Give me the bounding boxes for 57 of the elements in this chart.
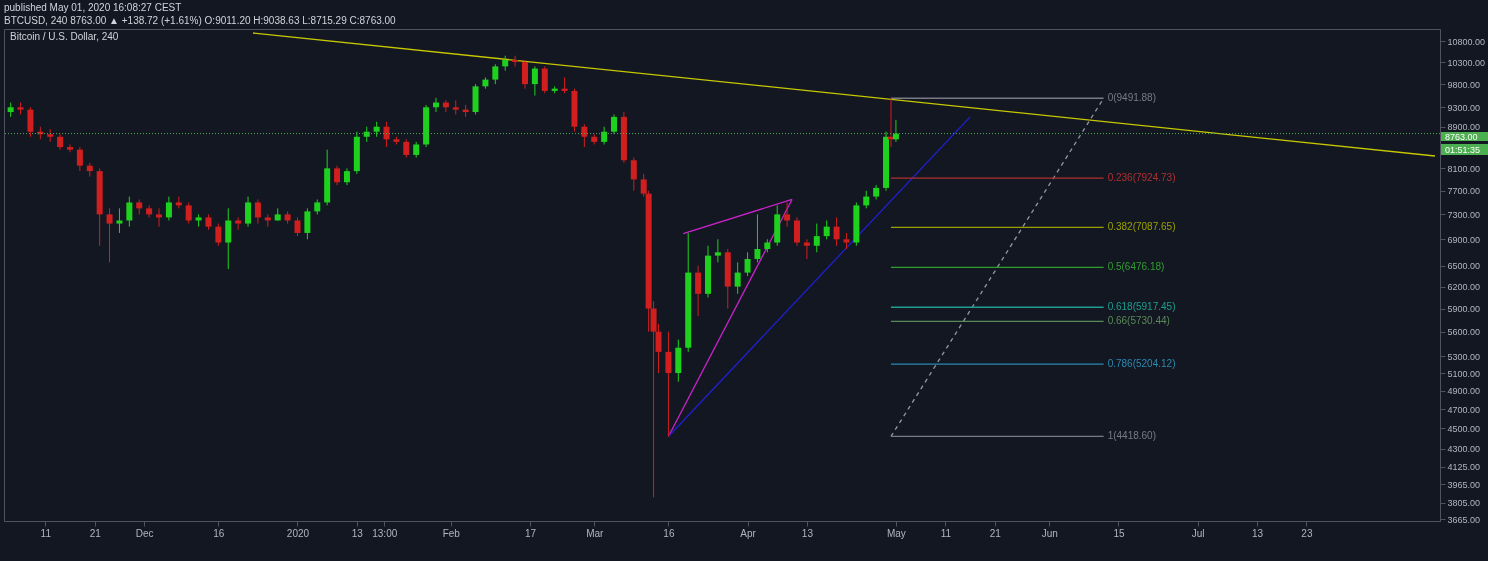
y-tick-label: 3805.00 bbox=[1447, 498, 1481, 509]
y-tick-label: 4700.00 bbox=[1447, 404, 1481, 415]
y-tick-label: 4125.00 bbox=[1447, 462, 1481, 473]
y-tick-label: 8100.00 bbox=[1447, 163, 1481, 174]
x-tick-label: 16 bbox=[663, 527, 675, 539]
x-tick-label: 23 bbox=[1301, 527, 1313, 539]
x-tick-label: 13:00 bbox=[372, 527, 398, 539]
x-tick-label: Dec bbox=[135, 527, 154, 539]
y-tick-label: 10300.00 bbox=[1447, 57, 1486, 68]
y-tick-label: 6500.00 bbox=[1447, 261, 1481, 272]
y-tick-label: 6200.00 bbox=[1447, 282, 1481, 293]
text: 01:51:35 bbox=[1445, 144, 1481, 155]
text: published May 01, 2020 16:08:27 CEST bbox=[4, 1, 183, 14]
y-tick-label: 5100.00 bbox=[1447, 368, 1481, 379]
x-tick-label: Jun bbox=[1041, 527, 1058, 539]
chart-title: Bitcoin / U.S. Dollar, 240 bbox=[10, 31, 119, 42]
x-tick-label: Apr bbox=[740, 527, 757, 539]
x-tick-label: 13 bbox=[1251, 527, 1264, 539]
y-tick-label: 9800.00 bbox=[1447, 79, 1481, 90]
x-tick-label: Jul bbox=[1191, 527, 1205, 539]
ref-line-label: 8763.00 bbox=[1445, 131, 1478, 142]
x-tick-label: May bbox=[886, 527, 906, 539]
x-tick-label: 16 bbox=[213, 527, 225, 539]
x-tick-label: 11 bbox=[940, 527, 952, 539]
y-tick-label: 3965.00 bbox=[1447, 479, 1481, 490]
x-tick-label: 17 bbox=[524, 527, 537, 539]
y-tick-label: 5900.00 bbox=[1447, 304, 1481, 315]
x-tick-label: 15 bbox=[1113, 527, 1125, 539]
series-label: 0.618(5917.45) bbox=[1107, 301, 1176, 313]
series-label: 0.236(7924.73) bbox=[1107, 172, 1176, 184]
y-tick-label: 4900.00 bbox=[1447, 386, 1481, 397]
series-label: 0.66(5730.44) bbox=[1107, 315, 1170, 327]
y-tick-label: 9300.00 bbox=[1447, 102, 1481, 113]
y-tick-label: 5300.00 bbox=[1447, 351, 1481, 362]
series-label: 0.5(6476.18) bbox=[1107, 261, 1165, 273]
y-tick-label: 6900.00 bbox=[1447, 234, 1481, 245]
series-label: 1(4418.60) bbox=[1107, 430, 1157, 442]
x-tick-label: 13 bbox=[351, 527, 364, 539]
x-tick-label: 11 bbox=[40, 527, 52, 539]
y-tick-label: 3665.00 bbox=[1447, 514, 1481, 525]
y-tick-label: 8900.00 bbox=[1447, 122, 1481, 133]
y-tick-label: 5600.00 bbox=[1447, 327, 1481, 338]
x-tick-label: 2020 bbox=[286, 527, 310, 539]
series-label: 0.382(7087.65) bbox=[1107, 221, 1176, 233]
y-tick-label: 7300.00 bbox=[1447, 209, 1481, 220]
text: BTCUSD, 240 8763.00 ▲ +138.72 (+1.61%) O:9011.20 H:9038.63 L:8715.29 C:8763.00 bbox=[4, 14, 397, 27]
x-tick-label: 21 bbox=[89, 527, 102, 539]
y-tick-label: 7700.00 bbox=[1447, 186, 1481, 197]
x-tick-label: 13 bbox=[801, 527, 814, 539]
series-label: 0.786(5204.12) bbox=[1107, 358, 1176, 370]
x-tick-label: 21 bbox=[989, 527, 1002, 539]
y-tick-label: 10800.00 bbox=[1447, 36, 1486, 47]
x-tick-label: Feb bbox=[442, 527, 461, 539]
y-tick-label: 4500.00 bbox=[1447, 423, 1481, 434]
series-label: 0(9491.88) bbox=[1107, 92, 1157, 104]
y-tick-label: 4300.00 bbox=[1447, 444, 1481, 454]
x-tick-label: Mar bbox=[586, 527, 605, 539]
